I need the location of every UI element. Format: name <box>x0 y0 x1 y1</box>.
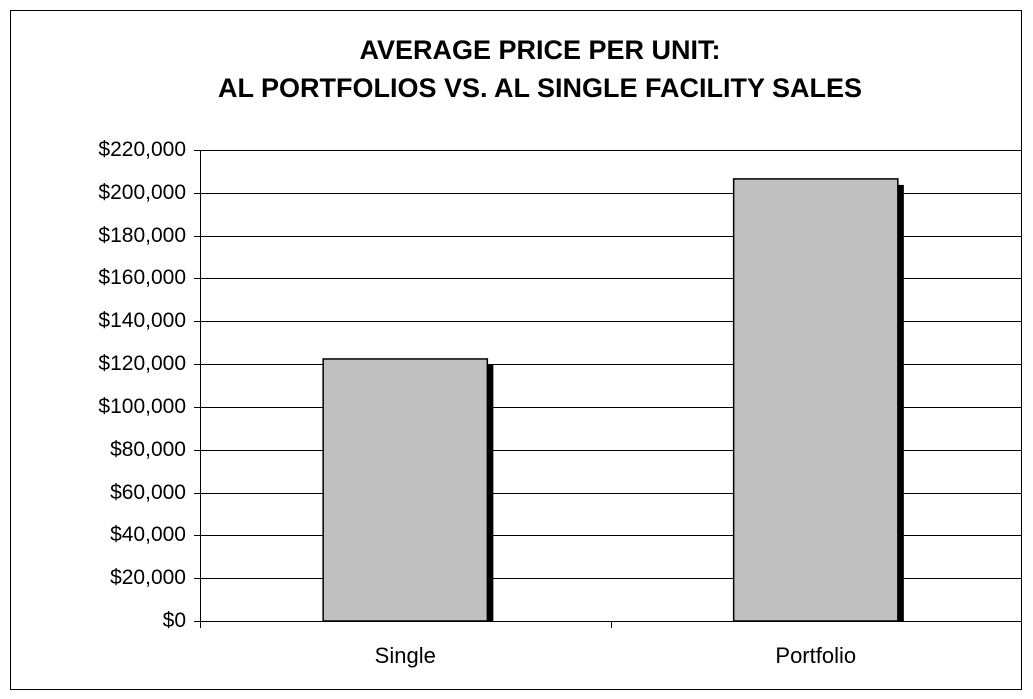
y-tick-label: $120,000 <box>98 352 186 375</box>
y-tick-label: $180,000 <box>98 224 186 247</box>
chart-title: AVERAGE PRICE PER UNIT: <box>359 35 720 65</box>
bar <box>322 358 489 622</box>
x-tick-label: Single <box>375 643 436 668</box>
bar <box>732 178 899 622</box>
y-tick-label: $160,000 <box>98 266 186 289</box>
y-tick-label: $60,000 <box>110 481 186 504</box>
y-tick-label: $140,000 <box>98 309 186 332</box>
y-tick-label: $100,000 <box>98 395 186 418</box>
y-tick-label: $0 <box>163 609 186 632</box>
y-tick-label: $220,000 <box>98 138 186 161</box>
x-tick-label: Portfolio <box>775 643 856 668</box>
y-tick-label: $40,000 <box>110 523 186 546</box>
y-tick-label: $200,000 <box>98 181 186 204</box>
chart-title: AL PORTFOLIOS VS. AL SINGLE FACILITY SAL… <box>218 73 862 103</box>
y-tick-label: $80,000 <box>110 438 186 461</box>
y-tick-label: $20,000 <box>110 566 186 589</box>
